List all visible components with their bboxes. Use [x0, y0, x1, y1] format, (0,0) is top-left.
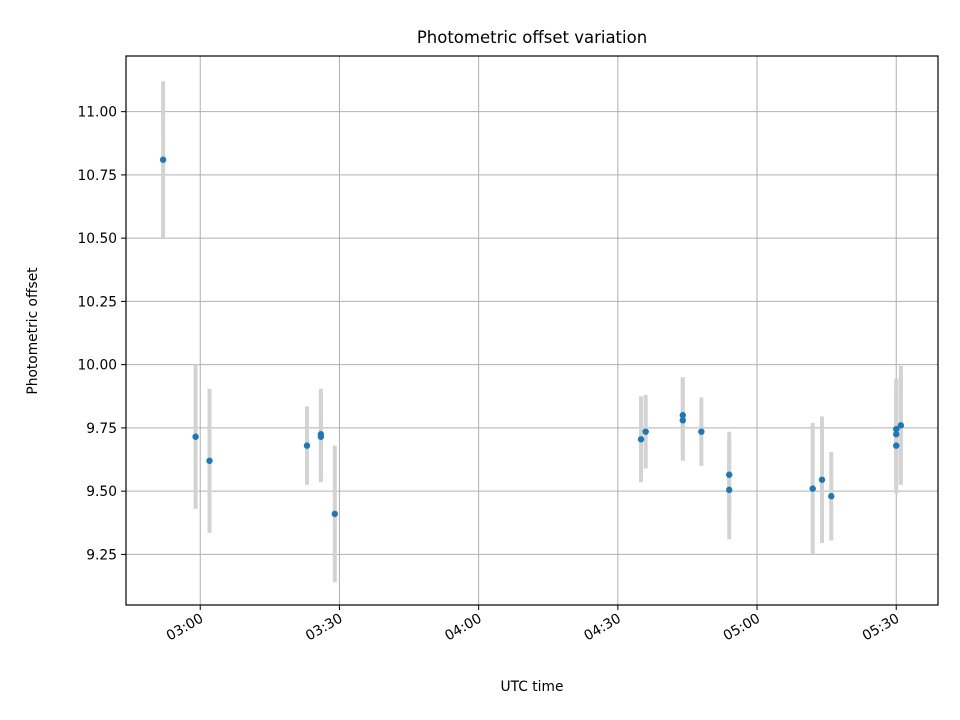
data-point	[698, 428, 705, 435]
plot-frame	[125, 55, 939, 606]
data-point	[828, 493, 835, 500]
y-tick-label: 10.25	[78, 294, 118, 310]
data-point	[642, 428, 649, 435]
y-tick-label: 9.75	[86, 421, 117, 437]
data-point	[679, 417, 686, 424]
data-point	[893, 431, 900, 438]
y-axis: 9.25 9.50 9.75 10.00 10.25 10.50 10.75 11.00	[78, 105, 126, 563]
data-point	[893, 425, 900, 433]
x-axis-label: UTC time	[501, 679, 564, 695]
y-axis-label: Photometric offset	[25, 267, 41, 395]
data-point	[331, 510, 338, 518]
data-point	[818, 476, 826, 483]
data-point	[809, 485, 816, 492]
data-point	[679, 412, 686, 419]
y-tick-label: 11.00	[78, 105, 118, 121]
data-points	[159, 156, 905, 518]
data-point	[303, 442, 311, 449]
data-point	[159, 156, 167, 163]
data-point	[726, 486, 733, 494]
y-tick-label: 10.50	[78, 231, 118, 247]
data-point	[206, 457, 213, 464]
data-point	[726, 471, 733, 478]
data-point	[637, 436, 645, 443]
y-tick-label: 10.00	[78, 358, 118, 374]
grid	[126, 56, 938, 605]
data-point	[317, 433, 325, 440]
y-tick-label: 9.25	[86, 547, 117, 563]
y-tick-label: 10.75	[78, 168, 118, 184]
data-point	[893, 442, 900, 449]
y-tick-label: 9.50	[86, 484, 117, 500]
data-point	[897, 422, 905, 429]
data-point	[192, 433, 199, 440]
chart-title: Photometric offset variation	[417, 28, 647, 47]
